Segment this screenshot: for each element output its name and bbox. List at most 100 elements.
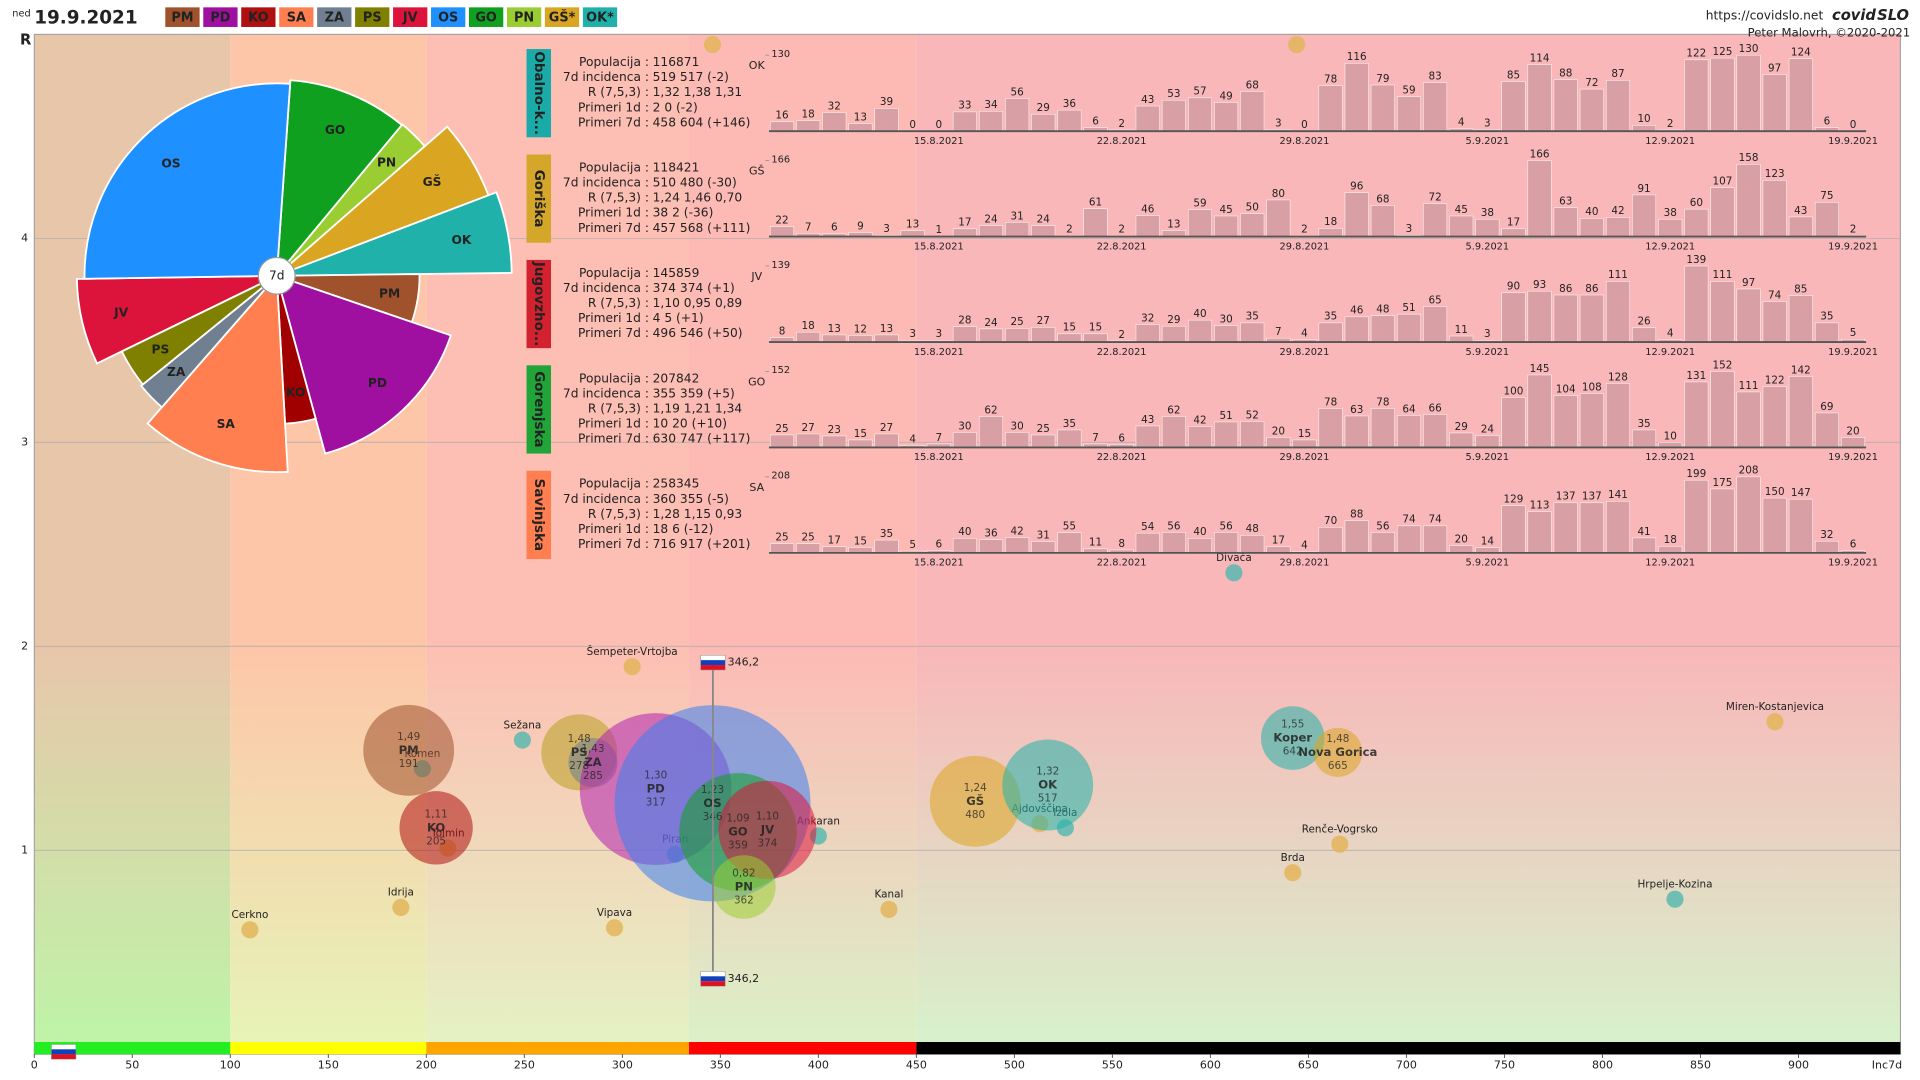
bar: [796, 543, 821, 554]
bar-value-label: 85: [1507, 69, 1520, 81]
legend-swatch: [317, 7, 352, 27]
bar-value-label: 43: [1141, 414, 1154, 426]
stat-label: R (7,5,3) :: [588, 296, 649, 310]
bubble-inc-label: 285: [583, 770, 603, 782]
region-name: Goriška: [531, 170, 547, 228]
bar: [1161, 416, 1186, 448]
bar: [1318, 527, 1343, 554]
town-label: Cerkno: [231, 909, 268, 921]
bubble-r-label: 0,82: [732, 867, 755, 879]
x-tick-label: 29.8.2021: [1280, 347, 1330, 358]
bar-value-label: 123: [1765, 168, 1785, 180]
bar: [1423, 414, 1448, 448]
stat-value: 716 917 (+201): [653, 537, 751, 551]
stat-value: 4 5 (+1): [653, 311, 704, 325]
bar-value-label: 24: [1481, 423, 1495, 435]
x-tick-label: 12.9.2021: [1645, 558, 1695, 569]
region-tab: [526, 470, 552, 560]
bar-value-label: 11: [1455, 324, 1468, 336]
flag-blue: [700, 660, 726, 666]
stat-value: 519 517 (-2): [653, 70, 729, 84]
bubble-inc-label: 362: [734, 894, 754, 906]
bar-value-label: 13: [828, 323, 841, 335]
bar-value-label: 11: [1089, 537, 1102, 549]
source-url: https://covidslo.net: [1706, 8, 1824, 22]
bar-value-label: 61: [1089, 197, 1102, 209]
bar: [874, 433, 899, 448]
stat-label: Primeri 1d :: [578, 100, 649, 114]
x-tick-label: 15.8.2021: [914, 347, 964, 358]
bar: [770, 543, 795, 554]
bar-value-label: 111: [1608, 269, 1628, 281]
legend-label: KO: [248, 10, 268, 25]
bar: [1658, 546, 1683, 554]
x-tick-label: 50: [125, 1058, 139, 1071]
y-axis-label: GŠ: [749, 165, 765, 178]
bar-value-label: 150: [1765, 486, 1785, 498]
bar: [1188, 319, 1213, 343]
legend-label: OS: [438, 10, 458, 25]
pie-label: ZA: [167, 365, 186, 379]
legend-label: ZA: [325, 10, 344, 25]
bar-value-label: 75: [1820, 190, 1833, 202]
bar-value-label: 57: [1193, 86, 1206, 98]
bar-value-label: 14: [1481, 536, 1495, 548]
bar-value-label: 65: [1428, 294, 1441, 306]
bar: [1396, 313, 1421, 343]
x-tick-label: 22.8.2021: [1097, 558, 1147, 569]
town-label: Sežana: [503, 719, 541, 731]
x-tick-label: 12.9.2021: [1645, 136, 1695, 147]
legend-swatch: [393, 7, 428, 27]
bubble-name: Koper: [1273, 731, 1312, 745]
bar-value-label: 7: [805, 221, 812, 233]
bar-value-label: 26: [1637, 316, 1650, 328]
bar: [1135, 425, 1160, 448]
bar-value-label: 78: [1324, 396, 1337, 408]
pie-wedge: [275, 79, 404, 279]
bar: [1423, 525, 1448, 554]
bar-value-label: 6: [831, 222, 838, 234]
legend-swatch: [279, 7, 314, 27]
bar: [1710, 281, 1735, 343]
bar-value-label: 62: [984, 404, 997, 416]
bar-value-label: 72: [1585, 77, 1598, 89]
bar: [979, 111, 1004, 132]
x-tick-label: 19.9.2021: [1828, 558, 1878, 569]
x-tick-label: 750: [1494, 1058, 1515, 1071]
bar: [1814, 322, 1839, 343]
bar: [1553, 395, 1578, 448]
bar: [1449, 545, 1474, 554]
town-point: [880, 900, 898, 919]
bar: [1188, 97, 1213, 132]
bar: [1057, 532, 1082, 554]
town-label: Brda: [1281, 852, 1305, 864]
bar: [1449, 432, 1474, 448]
bar-value-label: 17: [828, 535, 841, 547]
x-tick-label: 700: [1396, 1058, 1417, 1071]
bar: [822, 334, 847, 343]
bar-value-label: 30: [958, 420, 971, 432]
bar: [1579, 218, 1604, 237]
bar-value-label: 17: [1507, 217, 1520, 229]
bar-value-label: 56: [1376, 520, 1389, 532]
flag-icon: [700, 655, 726, 671]
bar-value-label: 42: [1011, 525, 1024, 537]
bar-value-label: 114: [1530, 52, 1550, 64]
bar: [1240, 91, 1265, 132]
bar-value-label: 29: [1455, 421, 1468, 433]
bar: [1370, 84, 1395, 132]
x-tick-label: 550: [1102, 1058, 1123, 1071]
flag-red: [700, 665, 726, 670]
stat-label: Populacija :: [579, 266, 649, 280]
stat-value: 1,32 1,38 1,31: [653, 85, 743, 99]
x-tick-label: 100: [220, 1058, 241, 1071]
x-tick-label: 650: [1298, 1058, 1319, 1071]
region-tab: [526, 365, 552, 454]
town-point: [1331, 835, 1349, 853]
x-tick-label: 5.9.2021: [1466, 452, 1510, 463]
bar: [1318, 322, 1343, 343]
stat-label: Primeri 1d :: [578, 417, 649, 431]
bar-value-label: 39: [880, 96, 893, 108]
bar-value-label: 48: [1376, 304, 1389, 316]
